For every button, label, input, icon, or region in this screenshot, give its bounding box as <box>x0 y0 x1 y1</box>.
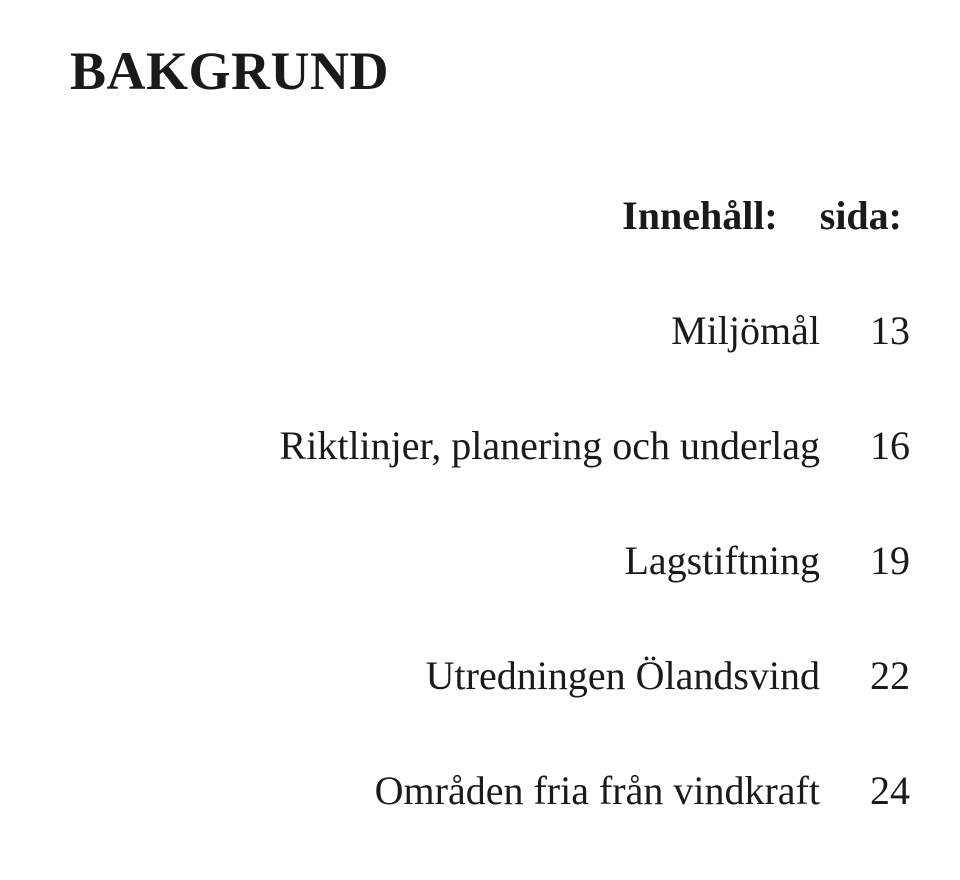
toc-entry: Områden fria från vindkraft 24 <box>70 767 910 814</box>
toc-entry-page: 19 <box>820 537 910 584</box>
toc-header: Innehåll: sida: <box>70 192 910 239</box>
toc-body: Miljömål 13 Riktlinjer, planering och un… <box>70 307 910 814</box>
toc-entry-label: Utredningen Ölandsvind <box>70 652 820 699</box>
toc-header-label: Innehåll: <box>622 192 778 239</box>
toc-entry-page: 22 <box>820 652 910 699</box>
toc-entry-label: Miljömål <box>70 307 820 354</box>
toc-entry-page: 24 <box>820 767 910 814</box>
toc-entry: Miljömål 13 <box>70 307 910 354</box>
toc-entry-page: 16 <box>820 422 910 469</box>
toc-entry: Utredningen Ölandsvind 22 <box>70 652 910 699</box>
toc-entry-label: Riktlinjer, planering och underlag <box>70 422 820 469</box>
toc-entry-label: Lagstiftning <box>70 537 820 584</box>
toc-entry-page: 13 <box>820 307 910 354</box>
toc-entry: Riktlinjer, planering och underlag 16 <box>70 422 910 469</box>
toc-entry-label: Områden fria från vindkraft <box>70 767 820 814</box>
toc-entry: Lagstiftning 19 <box>70 537 910 584</box>
page-title: BAKGRUND <box>70 40 910 102</box>
toc-header-page: sida: <box>820 192 902 239</box>
